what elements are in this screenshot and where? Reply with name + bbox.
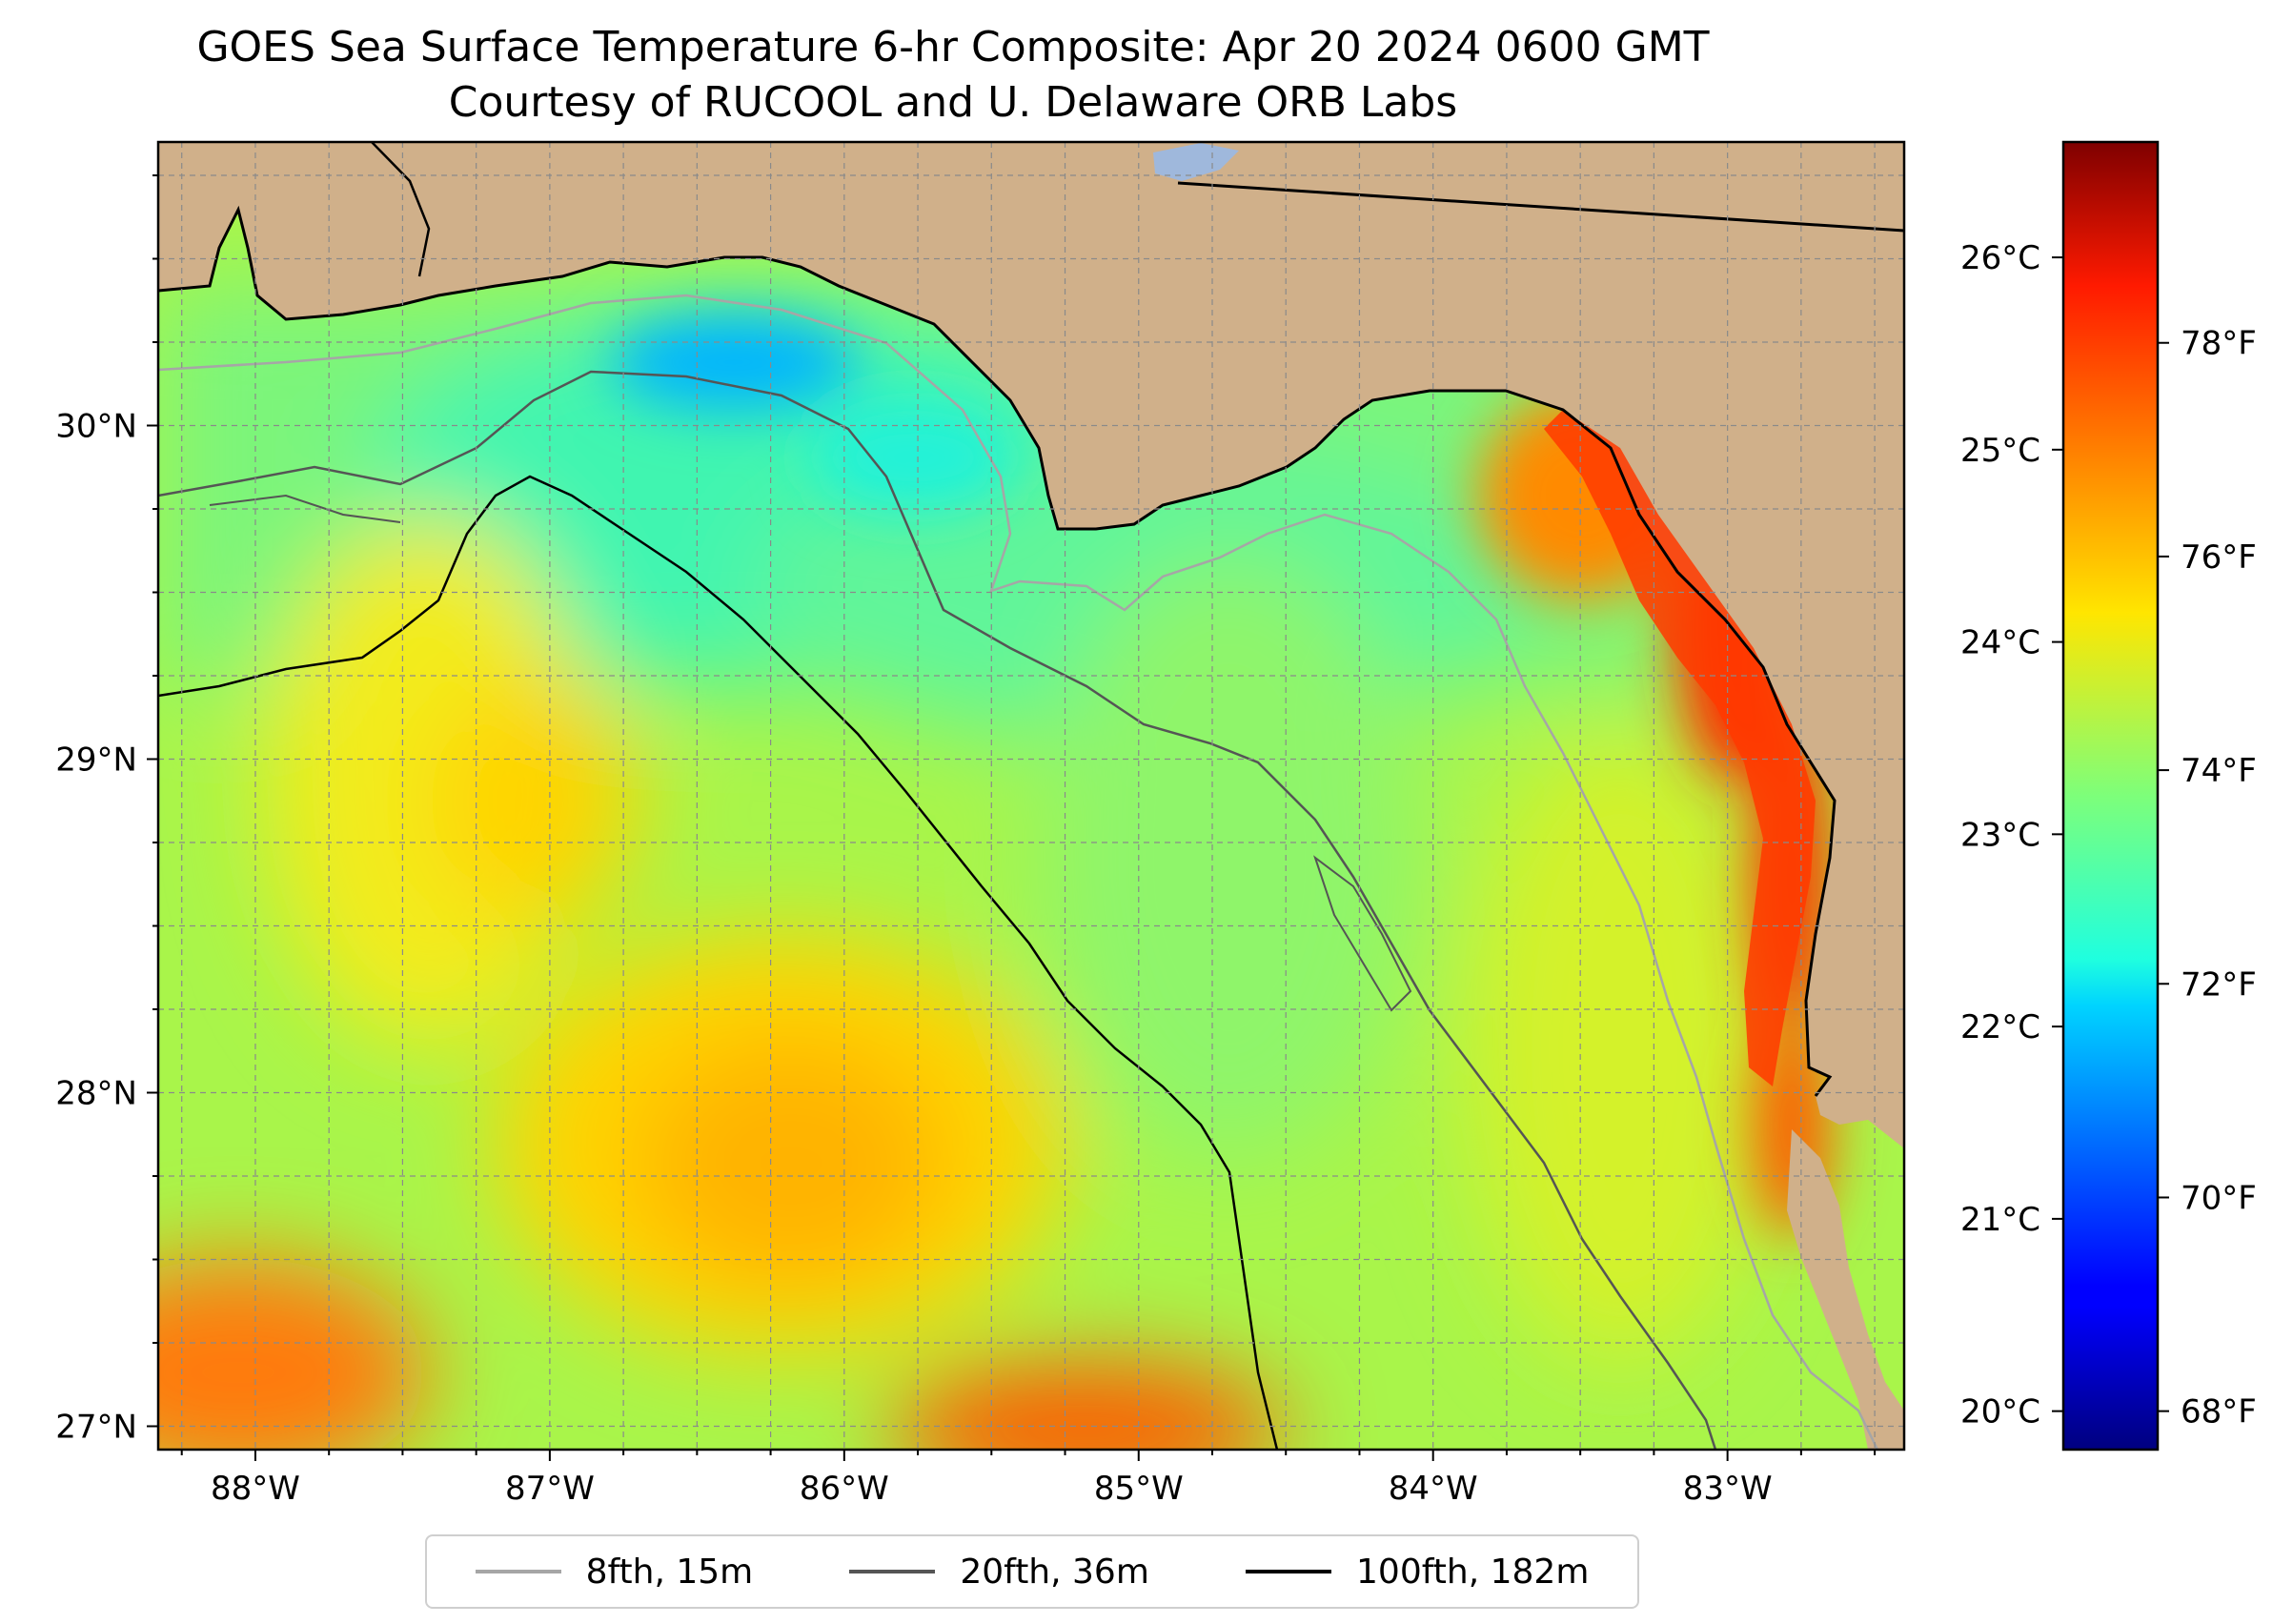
legend-item-8fth: 8fth, 15m <box>475 1552 754 1592</box>
lon-tick-label: 88°W <box>211 1470 300 1508</box>
lat-axis: 30°N 29°N 28°N 27°N <box>55 174 158 1447</box>
fahrenheit-axis: 68°F 70°F 72°F 74°F 76°F 78°F <box>2158 325 2257 1431</box>
legend-swatch <box>475 1570 561 1573</box>
land-mass <box>158 142 1904 1148</box>
coastline <box>158 205 1836 1097</box>
fahrenheit-tick-label: 76°F <box>2181 538 2257 577</box>
lon-tick-label: 86°W <box>800 1470 889 1508</box>
contour-legend: 8fth, 15m 20fth, 36m 100fth, 182m <box>425 1534 1639 1609</box>
lon-tick-label: 83°W <box>1683 1470 1773 1508</box>
fahrenheit-tick-label: 78°F <box>2181 325 2257 363</box>
fahrenheit-tick-label: 74°F <box>2181 752 2257 790</box>
legend-label: 8fth, 15m <box>585 1552 754 1592</box>
legend-label: 20fth, 36m <box>960 1552 1149 1592</box>
map-subtitle: Courtesy of RUCOOL and U. Delaware ORB L… <box>448 78 1458 127</box>
fahrenheit-tick-label: 70°F <box>2181 1179 2257 1217</box>
map-frame <box>156 140 1906 1451</box>
lake <box>1153 143 1239 181</box>
celsius-tick-label: 20°C <box>1960 1393 2040 1431</box>
legend-swatch <box>849 1570 936 1573</box>
lon-tick-label: 84°W <box>1389 1470 1478 1508</box>
lon-axis: 88°W 87°W 86°W 85°W 84°W 83°W <box>180 1450 1877 1508</box>
celsius-tick-label: 22°C <box>1960 1008 2040 1046</box>
colorbar <box>2063 142 2158 1450</box>
celsius-tick-label: 26°C <box>1960 239 2040 277</box>
map-title: GOES Sea Surface Temperature 6-hr Compos… <box>196 23 1710 71</box>
celsius-tick-label: 21°C <box>1960 1201 2040 1239</box>
legend-item-100fth: 100fth, 182m <box>1246 1553 1589 1592</box>
contour-20fth <box>158 370 1717 1450</box>
lon-tick-label: 87°W <box>505 1470 595 1508</box>
state-border <box>1177 181 1904 233</box>
fahrenheit-tick-label: 68°F <box>2181 1393 2257 1431</box>
celsius-axis: 20°C 21°C 22°C 23°C 24°C 25°C 26°C <box>1960 239 2063 1431</box>
map-area <box>158 142 1904 1450</box>
lat-tick-label: 29°N <box>55 741 137 780</box>
lat-tick-label: 30°N <box>55 408 137 446</box>
lon-tick-label: 85°W <box>1094 1470 1184 1508</box>
celsius-tick-label: 25°C <box>1960 432 2040 470</box>
celsius-tick-label: 24°C <box>1960 624 2040 662</box>
legend-swatch <box>1246 1570 1332 1573</box>
lat-tick-label: 27°N <box>55 1409 137 1447</box>
contour-100fth <box>158 475 1279 1450</box>
contour-8fth <box>158 294 1879 1450</box>
legend-item-20fth: 20fth, 36m <box>849 1553 1149 1592</box>
legend-label: 100fth, 182m <box>1356 1552 1590 1592</box>
celsius-tick-label: 23°C <box>1960 816 2040 854</box>
gridlines <box>158 142 1904 1450</box>
lat-tick-label: 28°N <box>55 1075 137 1113</box>
fahrenheit-tick-label: 72°F <box>2181 965 2257 1004</box>
